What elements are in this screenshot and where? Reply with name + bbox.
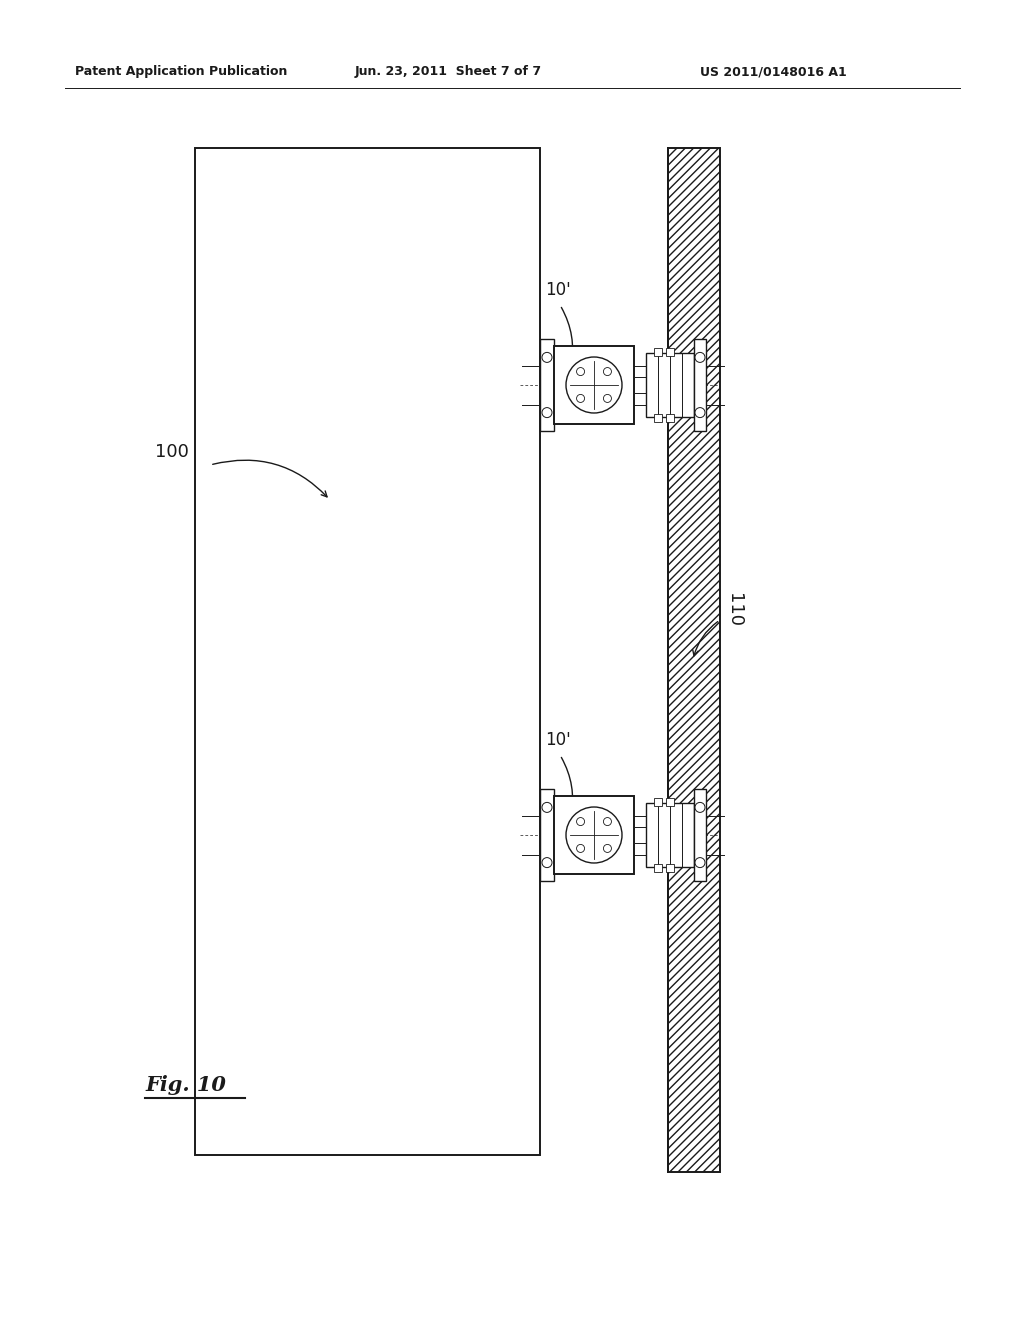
Bar <box>634 828 646 843</box>
Circle shape <box>695 352 705 363</box>
Circle shape <box>695 408 705 417</box>
Text: 110: 110 <box>725 593 743 627</box>
Bar <box>554 796 634 874</box>
Circle shape <box>542 352 552 363</box>
Bar <box>666 348 674 356</box>
Bar <box>654 799 662 807</box>
Circle shape <box>577 817 585 825</box>
Circle shape <box>603 817 611 825</box>
Circle shape <box>566 807 622 863</box>
Text: 10': 10' <box>545 731 570 748</box>
Bar <box>654 348 662 356</box>
Bar <box>654 865 662 873</box>
Text: 100: 100 <box>155 444 188 461</box>
Bar <box>540 339 554 432</box>
Circle shape <box>577 367 585 376</box>
Circle shape <box>603 367 611 376</box>
Bar <box>668 148 720 1172</box>
Text: Fig. 10: Fig. 10 <box>145 1074 226 1096</box>
Bar <box>694 339 706 432</box>
Bar <box>646 352 694 417</box>
Bar <box>554 346 634 424</box>
Circle shape <box>603 395 611 403</box>
Bar <box>666 865 674 873</box>
Bar <box>694 789 706 880</box>
Text: Patent Application Publication: Patent Application Publication <box>75 66 288 78</box>
Circle shape <box>542 803 552 812</box>
Text: US 2011/0148016 A1: US 2011/0148016 A1 <box>700 66 847 78</box>
Bar <box>666 799 674 807</box>
Bar <box>634 378 646 393</box>
Text: Jun. 23, 2011  Sheet 7 of 7: Jun. 23, 2011 Sheet 7 of 7 <box>355 66 542 78</box>
Bar <box>195 148 540 1155</box>
Circle shape <box>695 803 705 812</box>
Bar <box>540 789 554 880</box>
Circle shape <box>542 858 552 867</box>
Circle shape <box>577 395 585 403</box>
Circle shape <box>603 845 611 853</box>
Circle shape <box>542 408 552 417</box>
Bar <box>654 414 662 422</box>
Circle shape <box>566 356 622 413</box>
Circle shape <box>695 858 705 867</box>
Bar <box>666 414 674 422</box>
Circle shape <box>577 845 585 853</box>
Bar <box>646 803 694 867</box>
Text: 10': 10' <box>545 281 570 300</box>
